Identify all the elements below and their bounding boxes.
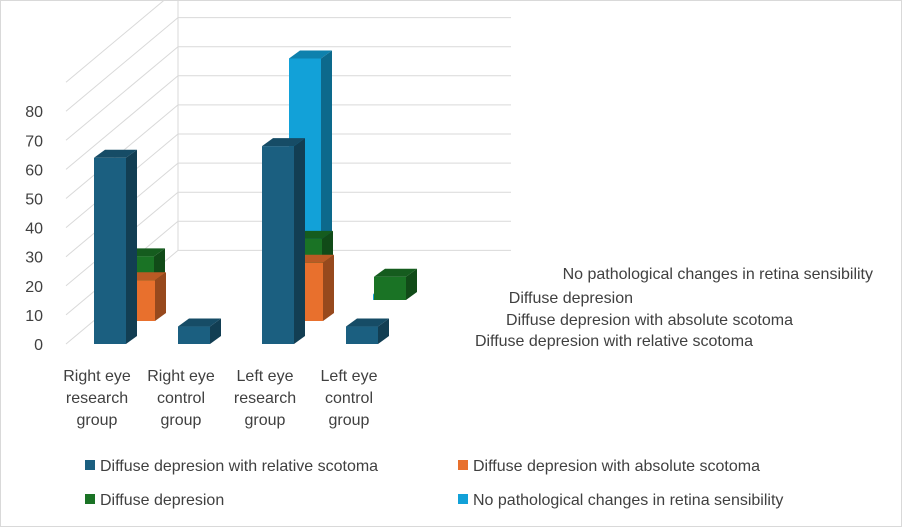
- bar-side: [406, 268, 417, 300]
- bar: [94, 149, 137, 344]
- bar-front: [374, 276, 406, 300]
- depth-axis-labels: Diffuse depresion with relative scotoma D…: [475, 266, 873, 350]
- y-tick-label: 0: [34, 337, 43, 354]
- bar-side: [323, 254, 334, 321]
- bar-top: [178, 318, 221, 327]
- y-tick-label: 40: [25, 221, 43, 238]
- legend: Diffuse depresion with relative scotoma D…: [85, 458, 783, 509]
- bar-top: [374, 268, 417, 277]
- depth-axis-label: No pathological changes in retina sensib…: [563, 266, 873, 283]
- legend-swatch: [458, 460, 468, 470]
- y-tick-label: 60: [25, 162, 43, 179]
- gridline-side: [65, 17, 179, 112]
- bar-top: [262, 138, 305, 147]
- bar-side: [155, 272, 166, 321]
- grid-layer: [65, 1, 511, 345]
- bar-side: [210, 318, 221, 344]
- bar-front: [94, 157, 126, 344]
- legend-label: Diffuse depresion with relative scotoma: [100, 458, 378, 475]
- legend-swatch: [85, 494, 95, 504]
- gridline-side: [65, 46, 179, 141]
- bar-front: [262, 146, 294, 344]
- legend-swatch: [85, 460, 95, 470]
- legend-item: Diffuse depresion: [85, 492, 224, 509]
- category-label: Left eye control group: [321, 368, 378, 429]
- category-axis-labels: Right eye research group Right eye control gr…: [63, 368, 377, 429]
- legend-swatch: [458, 494, 468, 504]
- y-tick-label: 30: [25, 250, 43, 267]
- bar: [178, 318, 221, 344]
- gridline-side: [65, 75, 179, 170]
- bar: [262, 138, 305, 344]
- bar-front: [346, 326, 378, 344]
- depth-axis-label: Diffuse depresion with absolute scotoma: [506, 312, 793, 329]
- legend-item: Diffuse depresion with absolute scotoma: [458, 458, 760, 475]
- bar: [346, 318, 389, 344]
- legend-label: Diffuse depresion: [100, 492, 224, 509]
- category-label: Right eye control group: [147, 368, 215, 429]
- bar-side: [126, 149, 137, 344]
- category-label: Left eye research group: [234, 368, 296, 429]
- legend-item: No pathological changes in retina sensib…: [458, 492, 783, 509]
- y-tick-label: 10: [25, 308, 43, 325]
- depth-axis-label: Diffuse depresion: [509, 290, 633, 307]
- y-tick-label: 80: [25, 104, 43, 121]
- legend-label: Diffuse depresion with absolute scotoma: [473, 458, 760, 475]
- category-label: Right eye research group: [63, 368, 131, 429]
- bar-top: [289, 50, 332, 59]
- legend-item: Diffuse depresion with relative scotoma: [85, 458, 378, 475]
- y-tick-label: 50: [25, 192, 43, 209]
- gridline-side: [65, 1, 164, 83]
- bar: [374, 268, 417, 300]
- depth-axis-label: Diffuse depresion with relative scotoma: [475, 333, 753, 350]
- bar-layer: [94, 50, 417, 344]
- bar-side: [294, 138, 305, 344]
- bar-front: [178, 326, 210, 344]
- y-tick-label: 70: [25, 133, 43, 150]
- y-tick-label: 20: [25, 279, 43, 296]
- bar-top: [94, 149, 137, 158]
- y-axis-ticks: 0 10 20 30 40 50 60 70 80: [25, 104, 43, 354]
- bar-top: [346, 318, 389, 327]
- bar-side: [378, 318, 389, 344]
- legend-label: No pathological changes in retina sensib…: [473, 492, 783, 509]
